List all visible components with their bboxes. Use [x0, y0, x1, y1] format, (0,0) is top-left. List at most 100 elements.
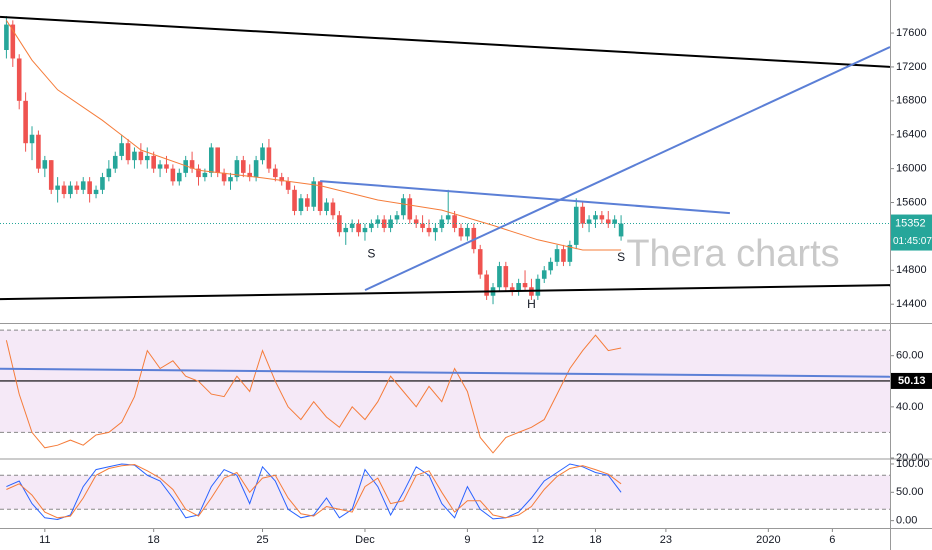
y-tick-label: 100.00	[896, 458, 930, 470]
y-tick-label: 50.00	[896, 486, 924, 498]
candle-body	[285, 181, 291, 190]
candle-body	[516, 283, 521, 292]
candle-body	[362, 227, 368, 233]
candle-body	[176, 172, 182, 182]
candle-body	[317, 181, 323, 211]
candle-body	[266, 147, 272, 169]
candle-body	[420, 223, 425, 228]
x-tick-label: 25	[256, 534, 268, 546]
candle-body	[458, 227, 464, 237]
trend-line	[0, 284, 891, 301]
candle-body	[599, 215, 605, 220]
candle-body	[548, 261, 553, 271]
candle-body	[407, 198, 413, 220]
candle-body	[93, 189, 99, 195]
annotation: S	[367, 246, 375, 260]
candle-body	[247, 172, 253, 178]
watermark: Thera charts	[626, 233, 839, 275]
candle-body	[305, 198, 310, 207]
candle-body	[202, 172, 208, 178]
band-fill	[0, 475, 890, 510]
candle-body	[535, 278, 541, 296]
candle-body	[561, 249, 566, 262]
y-tick-label: 40.00	[896, 401, 924, 413]
candle-body	[618, 223, 624, 237]
y-tick-label: 60.00	[896, 350, 924, 362]
candle-body	[503, 266, 509, 288]
annotation: S	[617, 250, 625, 264]
candle-body	[61, 185, 67, 195]
x-tick-label: 11	[39, 534, 50, 546]
candle-body	[593, 215, 598, 220]
y-tick-label: 17200	[896, 61, 927, 73]
candle-body	[48, 160, 54, 190]
x-tick-label: 12	[532, 534, 544, 546]
candle-body	[452, 215, 457, 228]
candle-body	[170, 168, 176, 182]
candle-body	[356, 223, 361, 233]
x-tick-label: 23	[660, 534, 672, 546]
candle-body	[164, 164, 169, 169]
candle-body	[465, 227, 470, 237]
candle-body	[426, 227, 432, 233]
candle-body	[36, 134, 41, 169]
y-tick-label: 17600	[896, 27, 927, 39]
candle-body	[612, 219, 617, 224]
candle-body	[151, 155, 156, 169]
candle-body	[433, 227, 438, 233]
candle-body	[16, 58, 22, 101]
candle-body	[324, 202, 329, 211]
y-tick-label: 14400	[896, 298, 927, 310]
candle-body	[580, 206, 585, 224]
last-price-tag	[890, 214, 932, 251]
candle-body	[541, 270, 547, 279]
candle-body	[221, 172, 227, 182]
x-tick-label: 6	[829, 534, 835, 546]
trend-line	[364, 46, 891, 292]
candle-body	[157, 164, 163, 169]
y-tick-label: 14800	[896, 264, 927, 276]
candle-body	[260, 147, 265, 161]
candle-body	[144, 155, 150, 161]
x-tick-label: Dec	[355, 534, 375, 546]
y-tick-label: 16000	[896, 163, 927, 175]
trend-line	[0, 15, 891, 68]
level-label: 50.13	[898, 375, 926, 387]
candle-body	[215, 147, 220, 173]
candle-body	[241, 160, 246, 173]
candle-body	[401, 198, 406, 216]
y-tick-label: 0.00	[896, 515, 917, 527]
candle-body	[10, 24, 16, 59]
y-tick-label: 16400	[896, 129, 927, 141]
y-tick-label: 16800	[896, 95, 927, 107]
candle-body	[497, 266, 502, 288]
candle-body	[567, 244, 573, 262]
candle-body	[471, 227, 477, 250]
y-tick-label: 15600	[896, 196, 927, 208]
candle-body	[196, 168, 201, 178]
candle-body	[477, 249, 483, 275]
x-tick-label: 2020	[756, 534, 780, 546]
candle-body	[189, 160, 195, 169]
candle-body	[586, 219, 592, 224]
candle-body	[554, 249, 560, 262]
annotation: H	[527, 297, 536, 311]
level-tag	[890, 372, 932, 389]
last-price-label: 15352	[895, 217, 926, 229]
candle-body	[23, 100, 28, 144]
candle-body	[369, 223, 374, 228]
candle-body	[100, 177, 105, 190]
candle-body	[375, 219, 381, 224]
candle-body	[509, 287, 515, 292]
series-line	[6, 463, 622, 521]
candle-body	[311, 181, 317, 207]
y-tick-label: 20.00	[896, 452, 924, 464]
candle-body	[413, 219, 419, 224]
x-tick-label: 18	[148, 534, 160, 546]
candle-body	[29, 134, 35, 144]
candle-body	[228, 177, 233, 182]
candle-body	[573, 206, 579, 245]
candle-body	[253, 160, 259, 178]
